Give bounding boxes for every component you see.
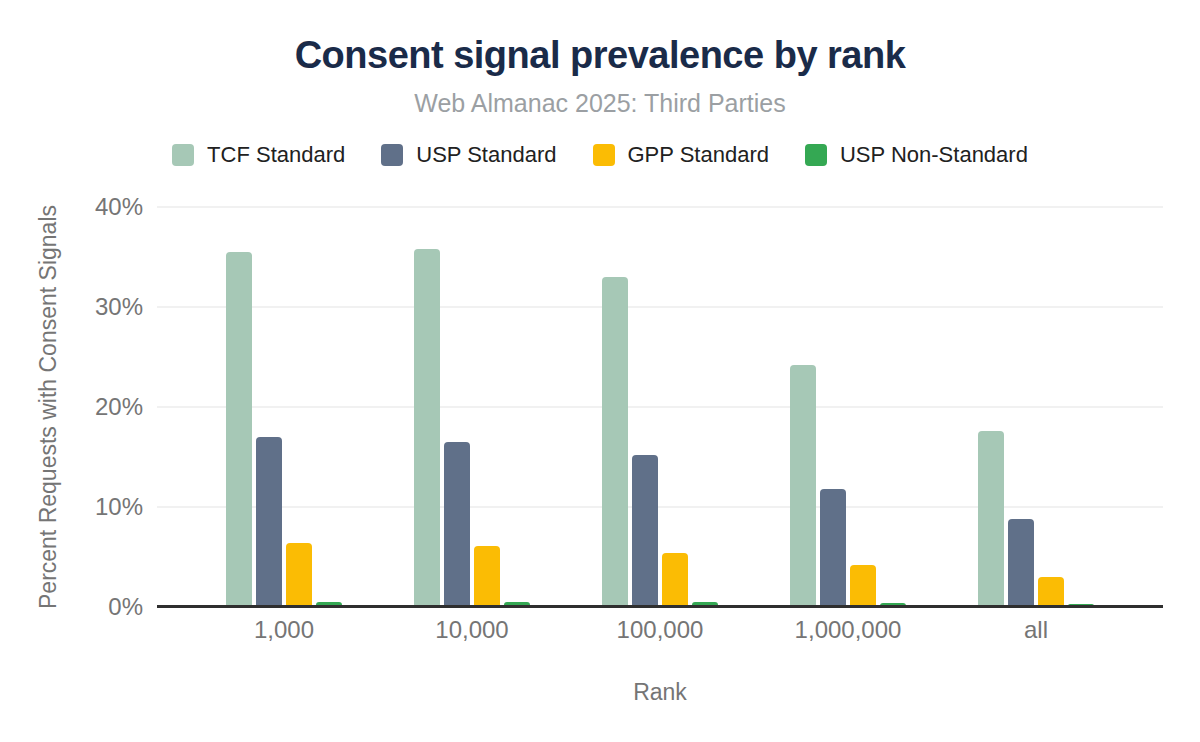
y-tick-label: 20% xyxy=(57,395,143,419)
bar-USP Standard-1,000,000 xyxy=(820,489,846,606)
legend-label: USP Non-Standard xyxy=(840,142,1028,168)
bar-USP Standard-1,000 xyxy=(256,437,282,606)
chart-subtitle: Web Almanac 2025: Third Parties xyxy=(0,89,1200,118)
gridline-20% xyxy=(157,406,1163,408)
legend-swatch-icon xyxy=(172,144,194,166)
chart-title: Consent signal prevalence by rank xyxy=(0,34,1200,77)
bar-USP Standard-10,000 xyxy=(444,442,470,606)
chart-legend: TCF Standard USP Standard GPP Standard USP … xyxy=(0,142,1200,168)
x-category-label: 1,000,000 xyxy=(758,616,938,644)
legend-swatch-icon xyxy=(593,144,615,166)
y-tick-label: 40% xyxy=(57,195,143,219)
legend-item-usp-non-standard: USP Non-Standard xyxy=(805,142,1028,168)
bar-TCF Standard-100,000 xyxy=(602,277,628,606)
legend-label: TCF Standard xyxy=(207,142,345,168)
bar-TCF Standard-10,000 xyxy=(414,249,440,606)
bar-GPP Standard-1,000 xyxy=(286,543,312,606)
legend-swatch-icon xyxy=(381,144,403,166)
x-category-label: all xyxy=(946,616,1126,644)
legend-item-tcf-standard: TCF Standard xyxy=(172,142,345,168)
bar-GPP Standard-1,000,000 xyxy=(850,565,876,606)
x-category-label: 100,000 xyxy=(570,616,750,644)
bar-GPP Standard-10,000 xyxy=(474,546,500,606)
gridline-40% xyxy=(157,206,1163,208)
bar-GPP Standard-all xyxy=(1038,577,1064,606)
bar-TCF Standard-1,000 xyxy=(226,252,252,606)
y-tick-label: 30% xyxy=(57,295,143,319)
bar-USP Standard-100,000 xyxy=(632,455,658,606)
y-tick-label: 0% xyxy=(57,595,143,619)
gridline-30% xyxy=(157,306,1163,308)
legend-item-usp-standard: USP Standard xyxy=(381,142,556,168)
legend-item-gpp-standard: GPP Standard xyxy=(593,142,769,168)
x-axis-line xyxy=(157,605,1163,608)
x-category-label: 1,000 xyxy=(194,616,374,644)
x-category-label: 10,000 xyxy=(382,616,562,644)
y-axis-title: Percent Requests with Consent Signals xyxy=(35,205,62,609)
bar-TCF Standard-1,000,000 xyxy=(790,365,816,606)
legend-label: GPP Standard xyxy=(628,142,769,168)
chart-canvas: Consent signal prevalence by rank Web Al… xyxy=(0,0,1200,742)
x-axis-title: Rank xyxy=(157,679,1163,706)
bar-TCF Standard-all xyxy=(978,431,1004,606)
bar-GPP Standard-100,000 xyxy=(662,553,688,606)
bar-USP Standard-all xyxy=(1008,519,1034,606)
legend-label: USP Standard xyxy=(416,142,556,168)
legend-swatch-icon xyxy=(805,144,827,166)
gridline-10% xyxy=(157,506,1163,508)
y-tick-label: 10% xyxy=(57,495,143,519)
